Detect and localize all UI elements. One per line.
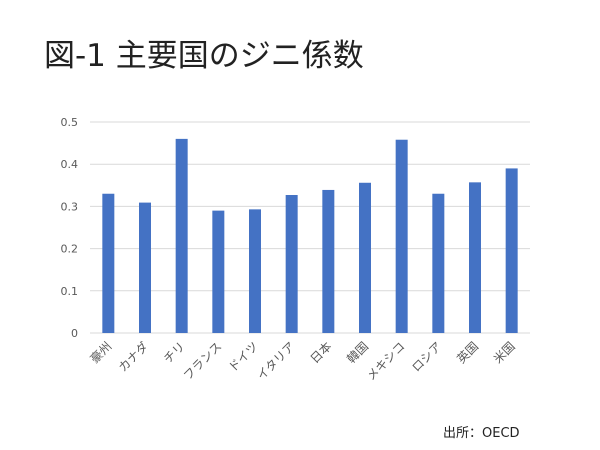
bar-2 <box>175 138 188 333</box>
chart-title: 図-1 主要国のジニ係数 <box>44 38 364 74</box>
x-tick-label: イタリア <box>254 339 298 383</box>
x-tick-label: 韓国 <box>344 339 371 366</box>
x-tick-label: カナダ <box>115 339 151 375</box>
x-tick-label: ロシア <box>409 339 444 374</box>
y-tick-label: 0.1 <box>61 285 79 298</box>
x-tick-label: 日本 <box>308 339 335 366</box>
bar-11 <box>505 168 518 333</box>
bar-9 <box>432 193 445 333</box>
x-tick-label: 米国 <box>491 339 518 366</box>
y-tick-label: 0 <box>71 327 78 340</box>
y-tick-label: 0.2 <box>61 243 79 256</box>
x-tick-label: 豪州 <box>87 339 115 367</box>
bar-5 <box>285 195 298 333</box>
x-tick-label: 英国 <box>454 339 481 366</box>
x-tick-label: フランス <box>181 339 225 383</box>
bar-6 <box>322 189 335 333</box>
bar-3 <box>212 210 225 333</box>
x-tick-label: ドイツ <box>226 339 261 374</box>
bar-4 <box>249 209 261 333</box>
bar-1 <box>139 202 151 333</box>
x-tick-label: メキシコ <box>364 339 408 383</box>
bar-7 <box>359 182 371 333</box>
bar-0 <box>102 193 115 333</box>
y-tick-label: 0.4 <box>61 158 79 171</box>
bar-8 <box>395 139 408 333</box>
source-note: 出所：OECD <box>443 426 520 441</box>
bar-10 <box>469 182 481 333</box>
x-tick-label: チリ <box>161 339 188 366</box>
y-tick-label: 0.3 <box>61 200 79 213</box>
y-tick-label: 0.5 <box>61 116 79 129</box>
